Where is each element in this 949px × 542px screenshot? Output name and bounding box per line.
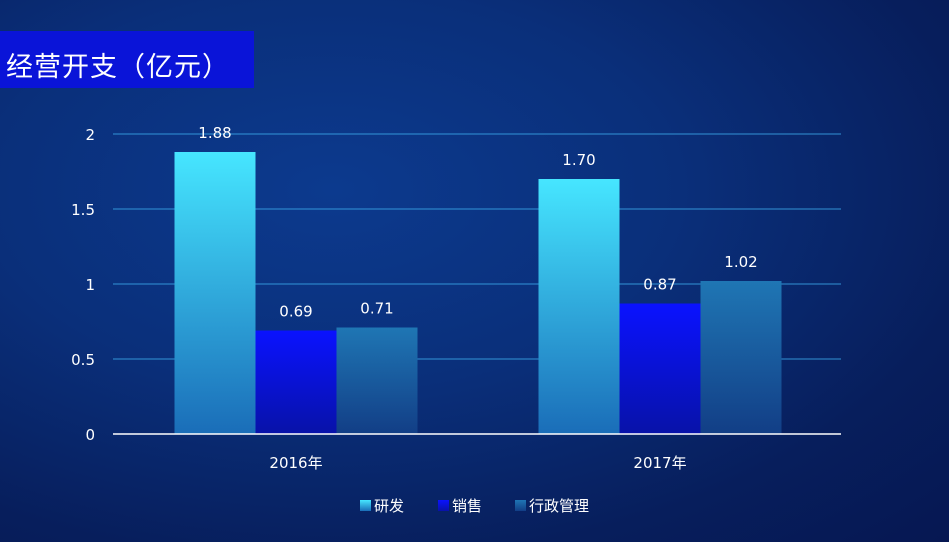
y-tick-label: 1: [85, 276, 95, 294]
legend: 研发 销售 行政管理: [360, 497, 589, 515]
bar: [255, 330, 337, 434]
legend-label: 研发: [374, 497, 404, 515]
data-label: 0.71: [360, 300, 393, 318]
chart-title: 经营开支（亿元）: [6, 52, 230, 83]
legend-swatch: [438, 500, 449, 511]
data-label: 1.88: [198, 124, 231, 142]
bar: [174, 152, 256, 434]
data-labels: 1.88 0.69 0.71 1.70 0.87 1.02: [198, 124, 757, 321]
data-label: 1.02: [724, 253, 757, 271]
x-tick-label: 2016年: [269, 454, 322, 472]
y-tick-label: 2: [85, 126, 95, 144]
legend-swatch: [360, 500, 371, 511]
data-label: 0.69: [279, 303, 312, 321]
y-tick-label: 1.5: [71, 201, 95, 219]
title-banner: 经营开支（亿元）: [0, 31, 254, 88]
bar: [619, 303, 701, 434]
x-tick-label: 2017年: [633, 454, 686, 472]
bar: [700, 281, 782, 434]
axes: 0 0.5 1 1.5 2 2016年 2017年: [71, 126, 841, 472]
data-label: 0.87: [643, 276, 676, 294]
legend-label: 行政管理: [529, 497, 589, 515]
y-tick-label: 0: [85, 426, 95, 444]
bar: [336, 327, 418, 434]
legend-swatch: [515, 500, 526, 511]
data-label: 1.70: [562, 151, 595, 169]
bar: [538, 179, 620, 434]
y-tick-label: 0.5: [71, 351, 95, 369]
legend-label: 销售: [452, 497, 482, 515]
bars: [174, 152, 782, 434]
